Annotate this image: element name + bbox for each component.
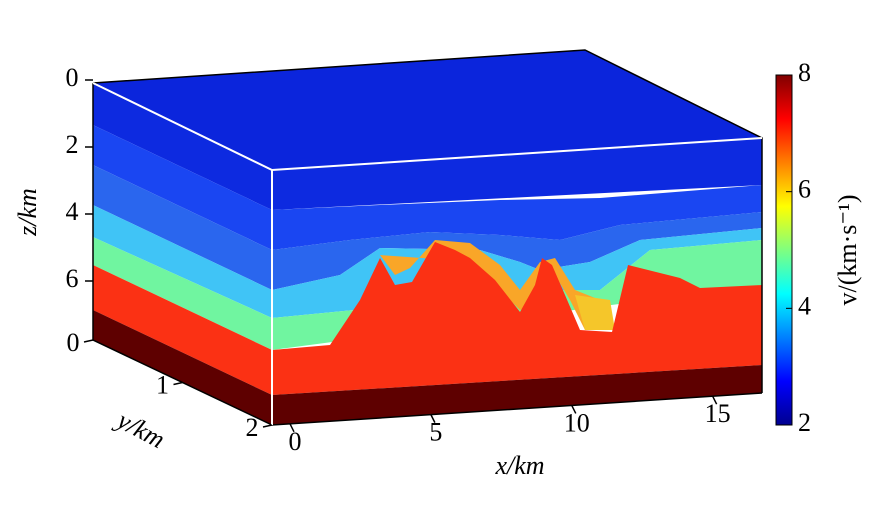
z-tick-label: 4 [66, 197, 79, 226]
z-tick-label: 0 [66, 63, 79, 92]
left-layer [93, 265, 272, 395]
colorbar-tick-label: 2 [798, 408, 811, 437]
colorbar-tick-label: 4 [798, 291, 811, 320]
x-tick [289, 423, 295, 433]
left-layer [93, 165, 272, 290]
x-tick-label: 15 [705, 399, 731, 428]
front-layer [272, 212, 762, 290]
front-layer [272, 138, 762, 210]
box-edge [92, 49, 763, 393]
colorbar [775, 74, 793, 426]
y-tick [83, 339, 94, 343]
y-tick [262, 424, 273, 428]
left-layer [93, 125, 272, 250]
colorbar-tick-label: 8 [798, 58, 811, 87]
x-tick [711, 395, 718, 405]
left-layer [93, 205, 272, 318]
z-tick-label: 6 [66, 264, 79, 293]
front-layer [272, 365, 762, 425]
y-tick-label: 1 [156, 370, 169, 399]
colorbar-label: v/(km·s⁻¹) [833, 194, 862, 305]
z-tick-label: 2 [66, 130, 79, 159]
left-layer [93, 83, 272, 210]
front-layer [272, 242, 762, 395]
x-tick [430, 414, 436, 423]
front-layer [272, 185, 762, 250]
y-tick [173, 381, 183, 386]
y-tick-label: 0 [67, 328, 80, 357]
x-tick-label: 5 [429, 418, 442, 447]
yellow-zone [575, 295, 615, 330]
x-axis-label: x/km [494, 451, 544, 480]
colorbar-tick-label: 6 [798, 175, 811, 204]
volume [92, 49, 763, 426]
left-layer [93, 237, 272, 350]
x-tick [571, 405, 577, 414]
top-face [93, 50, 762, 170]
y-tick-label: 2 [246, 413, 259, 442]
y-axis-label: y/km [110, 404, 170, 454]
z-axis-label: z/km [13, 188, 42, 237]
x-tick-label: 0 [289, 427, 302, 456]
x-tick-label: 10 [564, 408, 590, 437]
left-layer [93, 310, 272, 425]
